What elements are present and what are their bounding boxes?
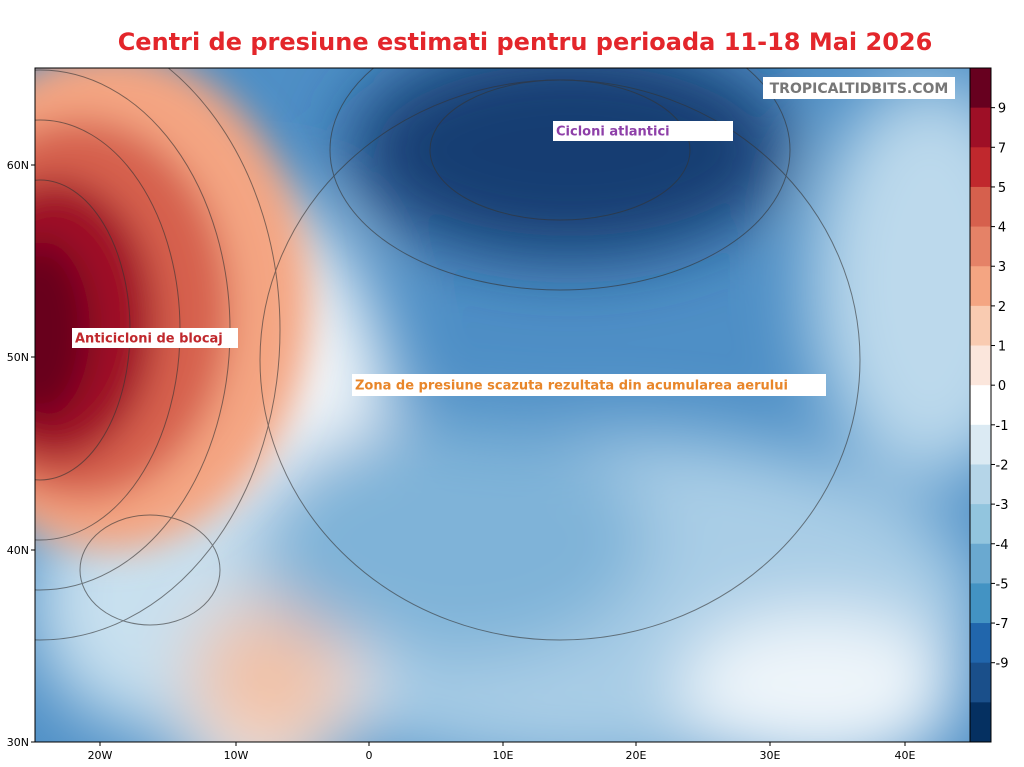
colorbar-label: 3 <box>998 260 1006 275</box>
lon-label: 20E <box>626 749 647 762</box>
lon-label: 30E <box>760 749 781 762</box>
lon-label: 10E <box>493 749 514 762</box>
title: Centri de presiune estimati pentru perio… <box>118 28 933 56</box>
annotation: Zona de presiune scazuta rezultata din a… <box>355 379 788 394</box>
colorbar-label: 5 <box>998 181 1006 196</box>
colorbar-label: 9 <box>998 102 1006 117</box>
lon-label: 0 <box>366 749 373 762</box>
colorbar-band <box>970 543 991 584</box>
colorbar-label: 1 <box>998 340 1006 355</box>
colorbar-label: -5 <box>996 577 1009 592</box>
annotation: Cicloni atlantici <box>556 125 670 140</box>
watermark: TROPICALTIDBITS.COM <box>770 81 949 97</box>
colorbar-band <box>970 424 991 465</box>
lat-label: 40N <box>7 544 29 557</box>
colorbar-band <box>970 583 991 624</box>
annotation-box <box>352 374 826 396</box>
colorbar-band <box>970 702 991 743</box>
watermark-box <box>763 77 955 99</box>
colorbar-band <box>970 147 991 188</box>
colorbar-band <box>970 662 991 703</box>
colorbar-band <box>970 186 991 228</box>
colorbar-band <box>970 266 991 307</box>
colorbar-band <box>970 504 991 545</box>
lat-label: 30N <box>7 736 29 749</box>
colorbar-band <box>970 68 991 109</box>
colorbar-band <box>970 623 991 664</box>
annotation-box <box>72 328 238 348</box>
annotation: Anticicloni de blocaj <box>75 332 223 347</box>
colorbar-band <box>970 107 991 148</box>
colorbar-label: -7 <box>996 617 1009 632</box>
colorbar-label: -2 <box>996 458 1009 473</box>
colorbar-label: -9 <box>996 657 1009 672</box>
colorbar-band <box>970 464 991 505</box>
lon-label: 10W <box>224 749 249 762</box>
colorbar-label: 7 <box>998 141 1006 156</box>
lon-label: 40E <box>895 749 916 762</box>
colorbar-band <box>970 226 991 267</box>
colorbar-band <box>970 385 991 426</box>
colorbar-band <box>970 345 991 386</box>
colorbar-label: 2 <box>998 300 1006 315</box>
colorbar-label: -1 <box>996 419 1009 434</box>
lat-label: 50N <box>7 351 29 364</box>
colorbar-label: -3 <box>996 498 1009 513</box>
colorbar-label: 4 <box>998 221 1006 236</box>
map-field <box>35 68 970 742</box>
lon-label: 20W <box>88 749 113 762</box>
annotation-box <box>553 121 733 141</box>
lat-label: 60N <box>7 159 29 172</box>
colorbar-label: 0 <box>998 379 1006 394</box>
colorbar-frame <box>969 67 992 743</box>
colorbar: 9 7 5 4 3 2 1 0 -1 -2 -3 -4 -5 -7 -9 <box>969 67 1009 743</box>
colorbar-label: -4 <box>996 538 1009 553</box>
colorbar-band <box>970 305 991 347</box>
axes: 60N 50N 40N 30N 20W 10W 0 10E 20E 30E 40E <box>7 159 916 762</box>
